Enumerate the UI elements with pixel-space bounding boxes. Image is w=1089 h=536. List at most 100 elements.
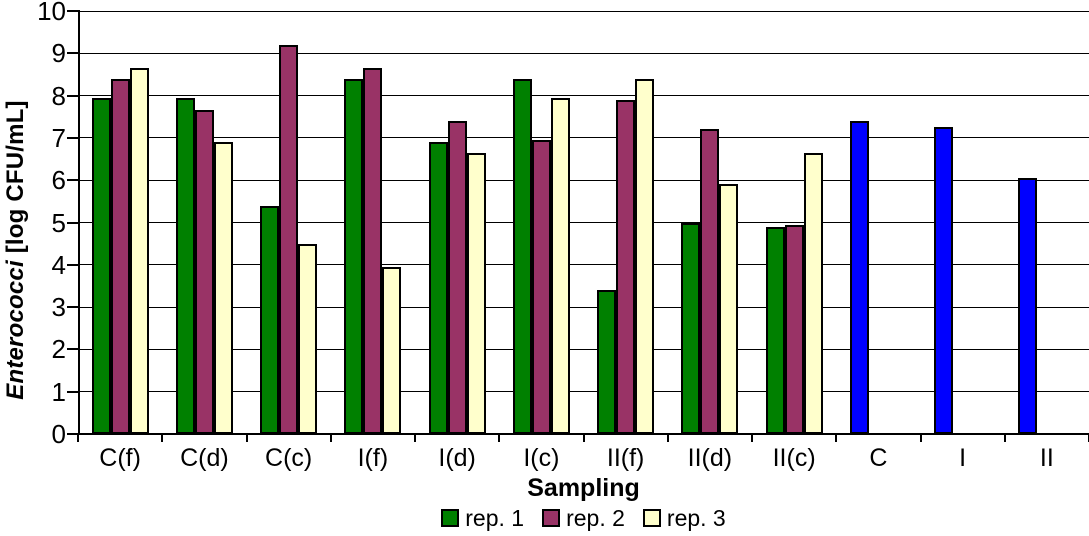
y-axis-tick bbox=[67, 179, 78, 182]
bar-cd-rep3 bbox=[213, 142, 233, 434]
x-category-label: C bbox=[869, 444, 888, 472]
y-axis-tick bbox=[67, 221, 78, 224]
x-category-label: I(f) bbox=[357, 444, 389, 472]
bar-c-rep1 bbox=[849, 120, 869, 434]
x-axis-tick bbox=[245, 434, 248, 442]
bar-id-rep2 bbox=[447, 120, 467, 434]
bar-ic-rep3 bbox=[550, 97, 570, 434]
y-tick-label: 0 bbox=[51, 419, 66, 449]
y-tick-label: 4 bbox=[51, 249, 66, 280]
y-axis-tick bbox=[67, 390, 78, 393]
y-tick-label: 7 bbox=[51, 122, 66, 153]
legend: rep. 1 rep. 2 rep. 3 bbox=[78, 504, 1089, 532]
plot-area bbox=[67, 10, 1089, 442]
bar-iif-rep1 bbox=[597, 290, 617, 434]
bar-iic-rep3 bbox=[803, 152, 823, 434]
x-axis-tick bbox=[751, 434, 753, 442]
legend-item-rep-3: rep. 3 bbox=[642, 504, 726, 532]
legend-label-rep-1: rep. 1 bbox=[465, 505, 525, 531]
y-axis-tick bbox=[67, 433, 78, 435]
gridline bbox=[78, 391, 1089, 393]
bar-ii-rep1 bbox=[1018, 178, 1038, 434]
bar-id-rep1 bbox=[428, 142, 448, 434]
x-axis-tick bbox=[1003, 434, 1006, 442]
bar-cc-rep1 bbox=[260, 205, 280, 434]
bar-ic-rep2 bbox=[531, 140, 551, 434]
y-tick-label: 1 bbox=[51, 376, 66, 407]
gridline bbox=[78, 95, 1089, 97]
legend-item-rep-2: rep. 2 bbox=[542, 504, 625, 532]
bar-cc-rep2 bbox=[279, 44, 299, 434]
bar-iid-rep2 bbox=[700, 129, 720, 434]
y-axis-tick bbox=[67, 136, 78, 139]
x-category-label: II(c) bbox=[772, 444, 816, 472]
legend-swatch-rep-1 bbox=[441, 509, 460, 527]
y-axis-tick bbox=[67, 348, 78, 351]
x-axis-tick bbox=[329, 434, 332, 442]
gridline bbox=[78, 10, 1089, 12]
legend-label-rep-2: rep. 2 bbox=[566, 505, 625, 531]
legend-swatch-rep-3 bbox=[642, 509, 661, 527]
x-category-label: I(d) bbox=[438, 444, 476, 472]
x-axis-tick bbox=[666, 434, 669, 442]
bar-cc-rep3 bbox=[298, 243, 318, 434]
y-axis-tick bbox=[67, 52, 78, 55]
bar-cd-rep2 bbox=[194, 110, 214, 434]
legend-item-rep-1: rep. 1 bbox=[441, 504, 524, 532]
y-tick-label: 6 bbox=[51, 165, 66, 196]
legend-label-rep-3: rep. 3 bbox=[666, 505, 726, 531]
x-category-label: C(d) bbox=[180, 444, 229, 472]
y-tick-label: 5 bbox=[51, 207, 66, 238]
y-axis-tick bbox=[67, 10, 78, 12]
x-axis-tick bbox=[919, 434, 922, 442]
bar-if-rep3 bbox=[382, 266, 402, 434]
gridline bbox=[78, 137, 1089, 139]
gridline bbox=[78, 264, 1089, 266]
x-axis-tick bbox=[582, 434, 585, 442]
gridline bbox=[78, 52, 1089, 54]
x-axis-line bbox=[68, 433, 1089, 435]
gridline bbox=[78, 348, 1089, 350]
y-axis-tick bbox=[67, 94, 78, 97]
x-axis-tick bbox=[161, 434, 164, 442]
y-axis-line bbox=[78, 10, 80, 434]
bar-cf-rep3 bbox=[129, 68, 149, 434]
y-tick-label: 10 bbox=[37, 0, 66, 26]
bar-if-rep2 bbox=[363, 68, 383, 434]
x-axis-title: Sampling bbox=[527, 474, 640, 502]
bar-if-rep1 bbox=[344, 78, 364, 434]
x-axis-tick bbox=[414, 434, 416, 442]
bar-iid-rep1 bbox=[681, 222, 701, 434]
bar-iic-rep1 bbox=[765, 226, 785, 434]
bar-i-rep1 bbox=[934, 127, 954, 434]
legend-swatch-rep-2 bbox=[542, 509, 561, 527]
bar-iic-rep2 bbox=[784, 224, 804, 434]
x-category-label: I(c) bbox=[523, 444, 560, 472]
y-axis-tick bbox=[67, 306, 78, 309]
x-category-label: II(f) bbox=[606, 444, 645, 472]
x-category-label: II bbox=[1039, 444, 1054, 472]
y-tick-label: 2 bbox=[51, 334, 66, 365]
bar-id-rep3 bbox=[466, 152, 486, 434]
x-axis-tick bbox=[77, 434, 79, 442]
y-tick-label: 9 bbox=[51, 38, 66, 69]
x-category-label: C(f) bbox=[99, 444, 141, 472]
x-category-label: C(c) bbox=[265, 444, 313, 472]
bar-ic-rep1 bbox=[512, 78, 532, 434]
gridline bbox=[78, 222, 1089, 223]
bar-iif-rep3 bbox=[635, 78, 655, 434]
bar-iid-rep3 bbox=[719, 184, 739, 434]
x-axis-tick bbox=[835, 434, 838, 442]
gridline bbox=[78, 306, 1089, 308]
y-tick-label: 3 bbox=[51, 292, 66, 323]
x-category-label: I bbox=[959, 444, 967, 472]
bar-cd-rep1 bbox=[175, 97, 195, 434]
x-category-label: II(d) bbox=[687, 444, 733, 472]
x-axis-tick bbox=[498, 434, 501, 442]
bar-cf-rep1 bbox=[91, 97, 111, 434]
bar-cf-rep2 bbox=[110, 78, 130, 434]
bar-iif-rep2 bbox=[616, 99, 636, 434]
gridline bbox=[78, 179, 1089, 181]
y-axis-tick bbox=[67, 263, 78, 266]
